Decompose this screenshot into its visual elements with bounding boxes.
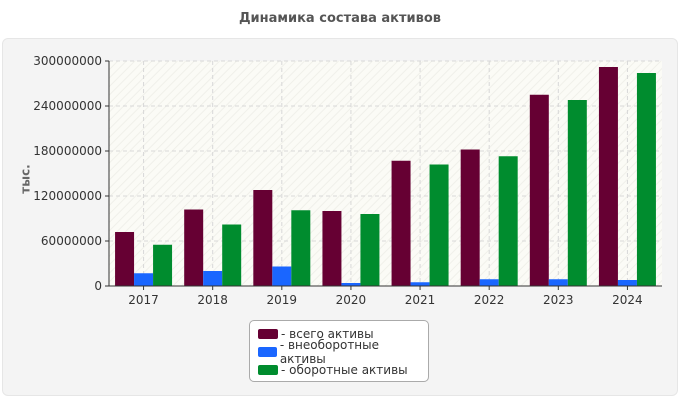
- legend-item-noncurrent: - внеоборотные активы: [258, 338, 420, 366]
- bar-2023-series-2: [567, 100, 587, 286]
- legend-swatch-noncurrent: [258, 347, 277, 357]
- bar-2020-series-1: [341, 283, 361, 286]
- bar-2020-series-0: [322, 211, 342, 286]
- x-tick-label: 2019: [267, 293, 298, 307]
- x-tick-label: 2020: [336, 293, 367, 307]
- x-ticks: 2017 2018 2019 2020 2021 2022 2023 2024: [128, 286, 643, 307]
- y-tick-label: 0: [94, 279, 102, 293]
- bar-2020-series-2: [360, 214, 380, 286]
- bar-2019-series-0: [253, 190, 273, 286]
- bar-2018-series-0: [184, 209, 204, 286]
- x-tick-label: 2022: [474, 293, 505, 307]
- legend-label-total: - всего активы: [281, 327, 374, 341]
- chart-title: Динамика состава активов: [238, 11, 442, 26]
- bar-2022-series-2: [498, 156, 518, 286]
- bar-2021-series-0: [391, 160, 411, 286]
- bar-2019-series-1: [272, 266, 292, 286]
- legend: - всего активы - внеоборотные активы - о…: [249, 320, 429, 382]
- legend-label-noncurrent: - внеоборотные активы: [279, 338, 380, 366]
- legend-item-total: - всего активы: [258, 325, 420, 343]
- bar-2017-series-0: [115, 232, 135, 286]
- y-ticks: 0 60000000 120000000 180000000 240000000 3000…: [33, 54, 109, 293]
- legend-swatch-total: [258, 329, 278, 339]
- bar-2021-series-2: [429, 164, 449, 286]
- gridlines: [109, 60, 662, 286]
- legend-item-current: - оборотные активы: [258, 361, 420, 379]
- y-axis-label: тыс.: [18, 164, 33, 194]
- bars: [115, 67, 656, 286]
- bar-2022-series-1: [479, 279, 499, 286]
- y-tick-label: 120000000: [33, 189, 102, 203]
- axes: [108, 61, 662, 287]
- bar-2017-series-2: [153, 244, 173, 286]
- x-tick-label: 2018: [197, 293, 228, 307]
- y-tick-label: 180000000: [33, 144, 102, 158]
- y-tick-label: 240000000: [33, 99, 102, 113]
- x-tick-label: 2017: [128, 293, 159, 307]
- bar-2024-series-2: [636, 73, 656, 286]
- bar-2024-series-1: [617, 280, 637, 286]
- bar-2024-series-0: [598, 67, 618, 286]
- y-tick-label: 60000000: [41, 234, 102, 248]
- x-tick-label: 2024: [612, 293, 643, 307]
- x-tick-label: 2021: [405, 293, 436, 307]
- bar-2022-series-0: [460, 149, 480, 286]
- bar-2023-series-1: [548, 279, 568, 286]
- legend-label-current: - оборотные активы: [281, 363, 408, 377]
- bar-2023-series-0: [529, 94, 549, 286]
- legend-swatch-current: [258, 365, 278, 375]
- bar-2021-series-1: [410, 282, 430, 286]
- bar-2019-series-2: [291, 210, 311, 286]
- bar-2018-series-1: [203, 271, 223, 286]
- y-tick-label: 300000000: [33, 54, 102, 68]
- x-tick-label: 2023: [543, 293, 574, 307]
- bar-2017-series-1: [134, 273, 154, 286]
- bar-2018-series-2: [222, 224, 242, 286]
